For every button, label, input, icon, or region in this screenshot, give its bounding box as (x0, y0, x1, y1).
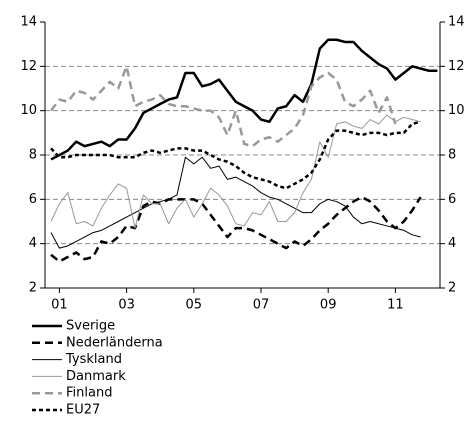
x-tick-label: 09 (320, 298, 337, 313)
legend-label: Nederländerna (66, 335, 163, 350)
series-line (50, 195, 422, 263)
y2-tick-label: 4 (448, 236, 456, 251)
y2-tick-label: 14 (448, 15, 465, 30)
y-tick-label: 2 (29, 281, 37, 296)
legend-label: Finland (66, 386, 112, 401)
y2-tick-label: 2 (448, 281, 456, 296)
series-line (50, 38, 438, 161)
legend-label: Sverige (66, 319, 115, 334)
x-tick-label: 11 (387, 298, 404, 313)
y2-tick-label: 8 (448, 148, 456, 163)
series-line (50, 114, 421, 229)
y2-tick-label: 6 (448, 192, 456, 207)
series-line (50, 65, 397, 148)
y-tick-label: 14 (20, 15, 37, 30)
x-tick-label: 07 (253, 298, 270, 313)
series-line (50, 120, 421, 190)
legend-label: EU27 (66, 403, 100, 418)
y-tick-label: 12 (20, 59, 37, 74)
legend-label: Danmark (66, 369, 126, 384)
x-tick-label: 03 (118, 298, 135, 313)
x-tick-label: 05 (186, 298, 203, 313)
y-tick-label: 4 (29, 236, 37, 251)
y2-tick-label: 10 (448, 103, 465, 118)
series-line (50, 156, 421, 249)
y2-tick-label: 12 (448, 59, 465, 74)
x-tick-label: 01 (51, 298, 68, 313)
y-tick-label: 8 (29, 148, 37, 163)
legend-label: Tyskland (65, 352, 122, 367)
y-tick-label: 6 (29, 192, 37, 207)
y-tick-label: 10 (20, 103, 37, 118)
